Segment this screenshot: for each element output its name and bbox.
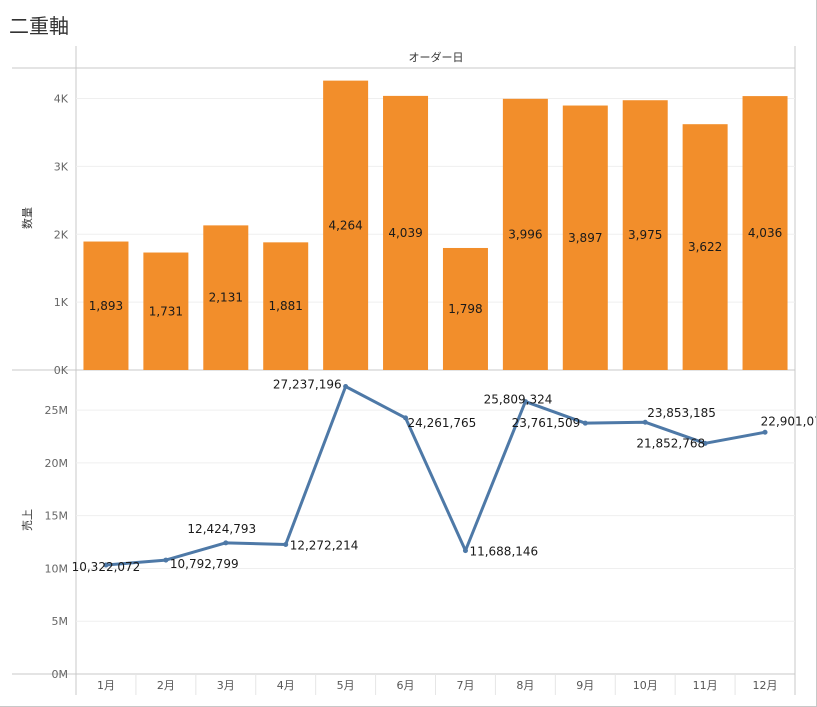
bar (323, 80, 369, 370)
line-axis-title: 売上 (21, 509, 34, 531)
line-point (522, 399, 528, 405)
x-tick-label: 11月 (693, 679, 718, 692)
bar (203, 225, 249, 370)
line-tick-label: 0M (52, 668, 69, 681)
line-axis-ticks: 0M 5M 10M 15M 20M 25M (45, 404, 69, 681)
bar (502, 98, 548, 370)
line-label: 27,237,196 (273, 377, 342, 391)
line-data-labels: 10,322,072 10,792,799 12,424,793 12,272,214… (72, 377, 817, 574)
line-label: 21,852,768 (636, 436, 705, 450)
bar (83, 241, 129, 370)
bar (622, 100, 668, 370)
bar (442, 247, 488, 370)
line-point (223, 540, 229, 546)
line-label: 22,901,070 (761, 414, 817, 428)
bar-data-labels: 1,893 1,731 2,131 1,881 4,264 4,039 1,798 3,996… (89, 218, 782, 318)
line-tick-label: 5M (52, 615, 69, 628)
x-tick-label: 3月 (217, 679, 235, 692)
bar-label: 1,893 (89, 299, 123, 313)
line-label: 10,322,072 (72, 560, 141, 574)
line-point (462, 548, 468, 554)
x-axis-ticks: 1月 2月 3月 4月 5月 6月 7月 8月 9月 10月 11月 12月 (97, 674, 778, 695)
x-tick-label: 2月 (157, 679, 175, 692)
page-title: 二重軸 (9, 14, 69, 38)
line-label: 23,853,185 (647, 406, 716, 420)
x-tick-label: 10月 (633, 679, 658, 692)
line-series (103, 383, 768, 568)
line-label: 12,424,793 (187, 522, 256, 536)
series-line (105, 384, 766, 567)
bar-axis-title: 数量 (21, 207, 34, 229)
x-tick-label: 4月 (277, 679, 295, 692)
x-tick-label: 6月 (397, 679, 415, 692)
x-tick-label: 5月 (337, 679, 355, 692)
x-tick-label: 9月 (576, 679, 594, 692)
bar-tick-label: 0K (54, 364, 69, 377)
bar-tick-label: 3K (54, 160, 69, 173)
bar (383, 95, 429, 371)
bar-label: 4,036 (748, 226, 782, 240)
bar (143, 252, 189, 370)
bar-label: 1,798 (448, 302, 482, 316)
line-label: 10,792,799 (170, 557, 239, 571)
line-point (343, 383, 349, 389)
bar-label: 1,881 (269, 299, 303, 313)
line-tick-label: 10M (45, 562, 69, 575)
line-point (163, 557, 169, 563)
line-point (762, 429, 768, 435)
line-point (582, 420, 588, 426)
x-tick-label: 7月 (456, 679, 474, 692)
line-tick-label: 25M (45, 404, 69, 417)
bar (562, 105, 608, 370)
bar-label: 3,897 (568, 231, 602, 245)
x-tick-label: 1月 (97, 679, 115, 692)
line-gridlines (76, 409, 795, 622)
bar-label: 4,039 (388, 226, 422, 240)
line-label: 11,688,146 (469, 545, 538, 559)
bar-gridlines (76, 98, 795, 303)
line-point (103, 562, 109, 568)
bar-tick-label: 1K (54, 296, 69, 309)
line-point (283, 541, 289, 547)
line-tick-label: 15M (45, 510, 69, 523)
bar (742, 96, 788, 370)
line-label: 24,261,765 (408, 416, 477, 430)
bar-label: 3,996 (508, 227, 542, 241)
bar-axis-ticks: 0K 1K 2K 3K 4K (54, 93, 69, 377)
bar-tick-label: 2K (54, 228, 69, 241)
bar-label: 4,264 (328, 218, 362, 232)
bar-tick-label: 4K (54, 93, 69, 106)
line-label: 23,761,509 (512, 416, 581, 430)
line-label: 25,809,324 (484, 393, 553, 407)
bar-label: 1,731 (149, 304, 183, 318)
line-point (642, 419, 648, 425)
bar (263, 242, 309, 370)
line-point (702, 440, 708, 446)
bar-series (83, 80, 788, 371)
bar (682, 124, 728, 371)
line-tick-label: 20M (45, 457, 69, 470)
bar-label: 3,622 (688, 240, 722, 254)
line-label: 12,272,214 (290, 538, 359, 552)
x-tick-label: 12月 (753, 679, 778, 692)
bar-label: 2,131 (209, 291, 243, 305)
x-tick-label: 8月 (516, 679, 534, 692)
line-point (403, 415, 409, 421)
bar-label: 3,975 (628, 228, 662, 242)
column-header: オーダー日 (409, 50, 464, 64)
